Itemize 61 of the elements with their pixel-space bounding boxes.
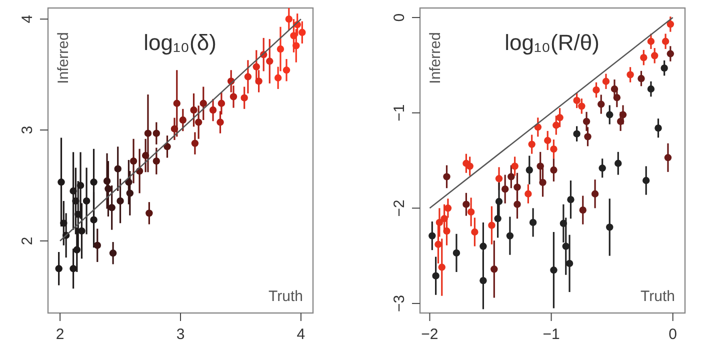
x-axis-title: Truth [640, 288, 675, 305]
point [73, 246, 81, 254]
y-tick-label: −1 [391, 104, 408, 122]
x-axis-title: Truth [268, 288, 303, 305]
x-tick-label: 2 [56, 326, 64, 343]
point [82, 197, 90, 205]
x-tick-label: −1 [542, 326, 560, 343]
point [76, 182, 84, 190]
point [276, 45, 284, 53]
point [298, 28, 306, 36]
y-tick-label: 3 [19, 126, 36, 134]
point [266, 58, 274, 65]
point [190, 106, 198, 114]
point [144, 130, 152, 137]
x-tick-label: 0 [668, 326, 678, 343]
y-tick-label: −3 [391, 294, 408, 312]
point [78, 227, 86, 235]
point [252, 63, 260, 70]
text: log₁₀(δ) [144, 30, 216, 55]
point [109, 250, 117, 257]
y-axis-title: Inferred [427, 32, 444, 84]
point [292, 42, 300, 50]
point [209, 106, 217, 114]
point [94, 242, 101, 249]
point [152, 130, 160, 137]
point [104, 185, 112, 192]
point [179, 116, 187, 124]
point [108, 204, 116, 212]
point [218, 100, 226, 107]
y-axis-title: Inferred [55, 32, 72, 84]
point [90, 216, 98, 224]
point [282, 66, 290, 74]
point [126, 190, 134, 197]
y-tick-label: 0 [391, 13, 408, 22]
point [191, 140, 199, 147]
point [285, 15, 293, 23]
point [274, 74, 282, 82]
x-tick-label: 3 [176, 326, 185, 343]
point [152, 157, 160, 165]
x-tick-label: 4 [296, 326, 306, 343]
point [58, 178, 65, 186]
point [146, 210, 153, 217]
y-tick-label: 2 [19, 236, 36, 246]
point [116, 197, 124, 205]
point [240, 94, 248, 102]
point [244, 73, 252, 80]
point [173, 100, 180, 107]
point [114, 165, 122, 172]
point [216, 118, 224, 126]
y-tick-label: −2 [391, 200, 408, 217]
point [194, 118, 202, 126]
point [55, 265, 62, 272]
point [130, 157, 138, 165]
y-tick-label: 4 [19, 14, 36, 24]
text: log₁₀(R/θ) [504, 30, 600, 55]
point [230, 93, 238, 100]
point [70, 265, 77, 272]
x-tick-label: −2 [421, 326, 438, 343]
point [90, 178, 98, 186]
point [200, 100, 207, 107]
point [255, 78, 262, 85]
